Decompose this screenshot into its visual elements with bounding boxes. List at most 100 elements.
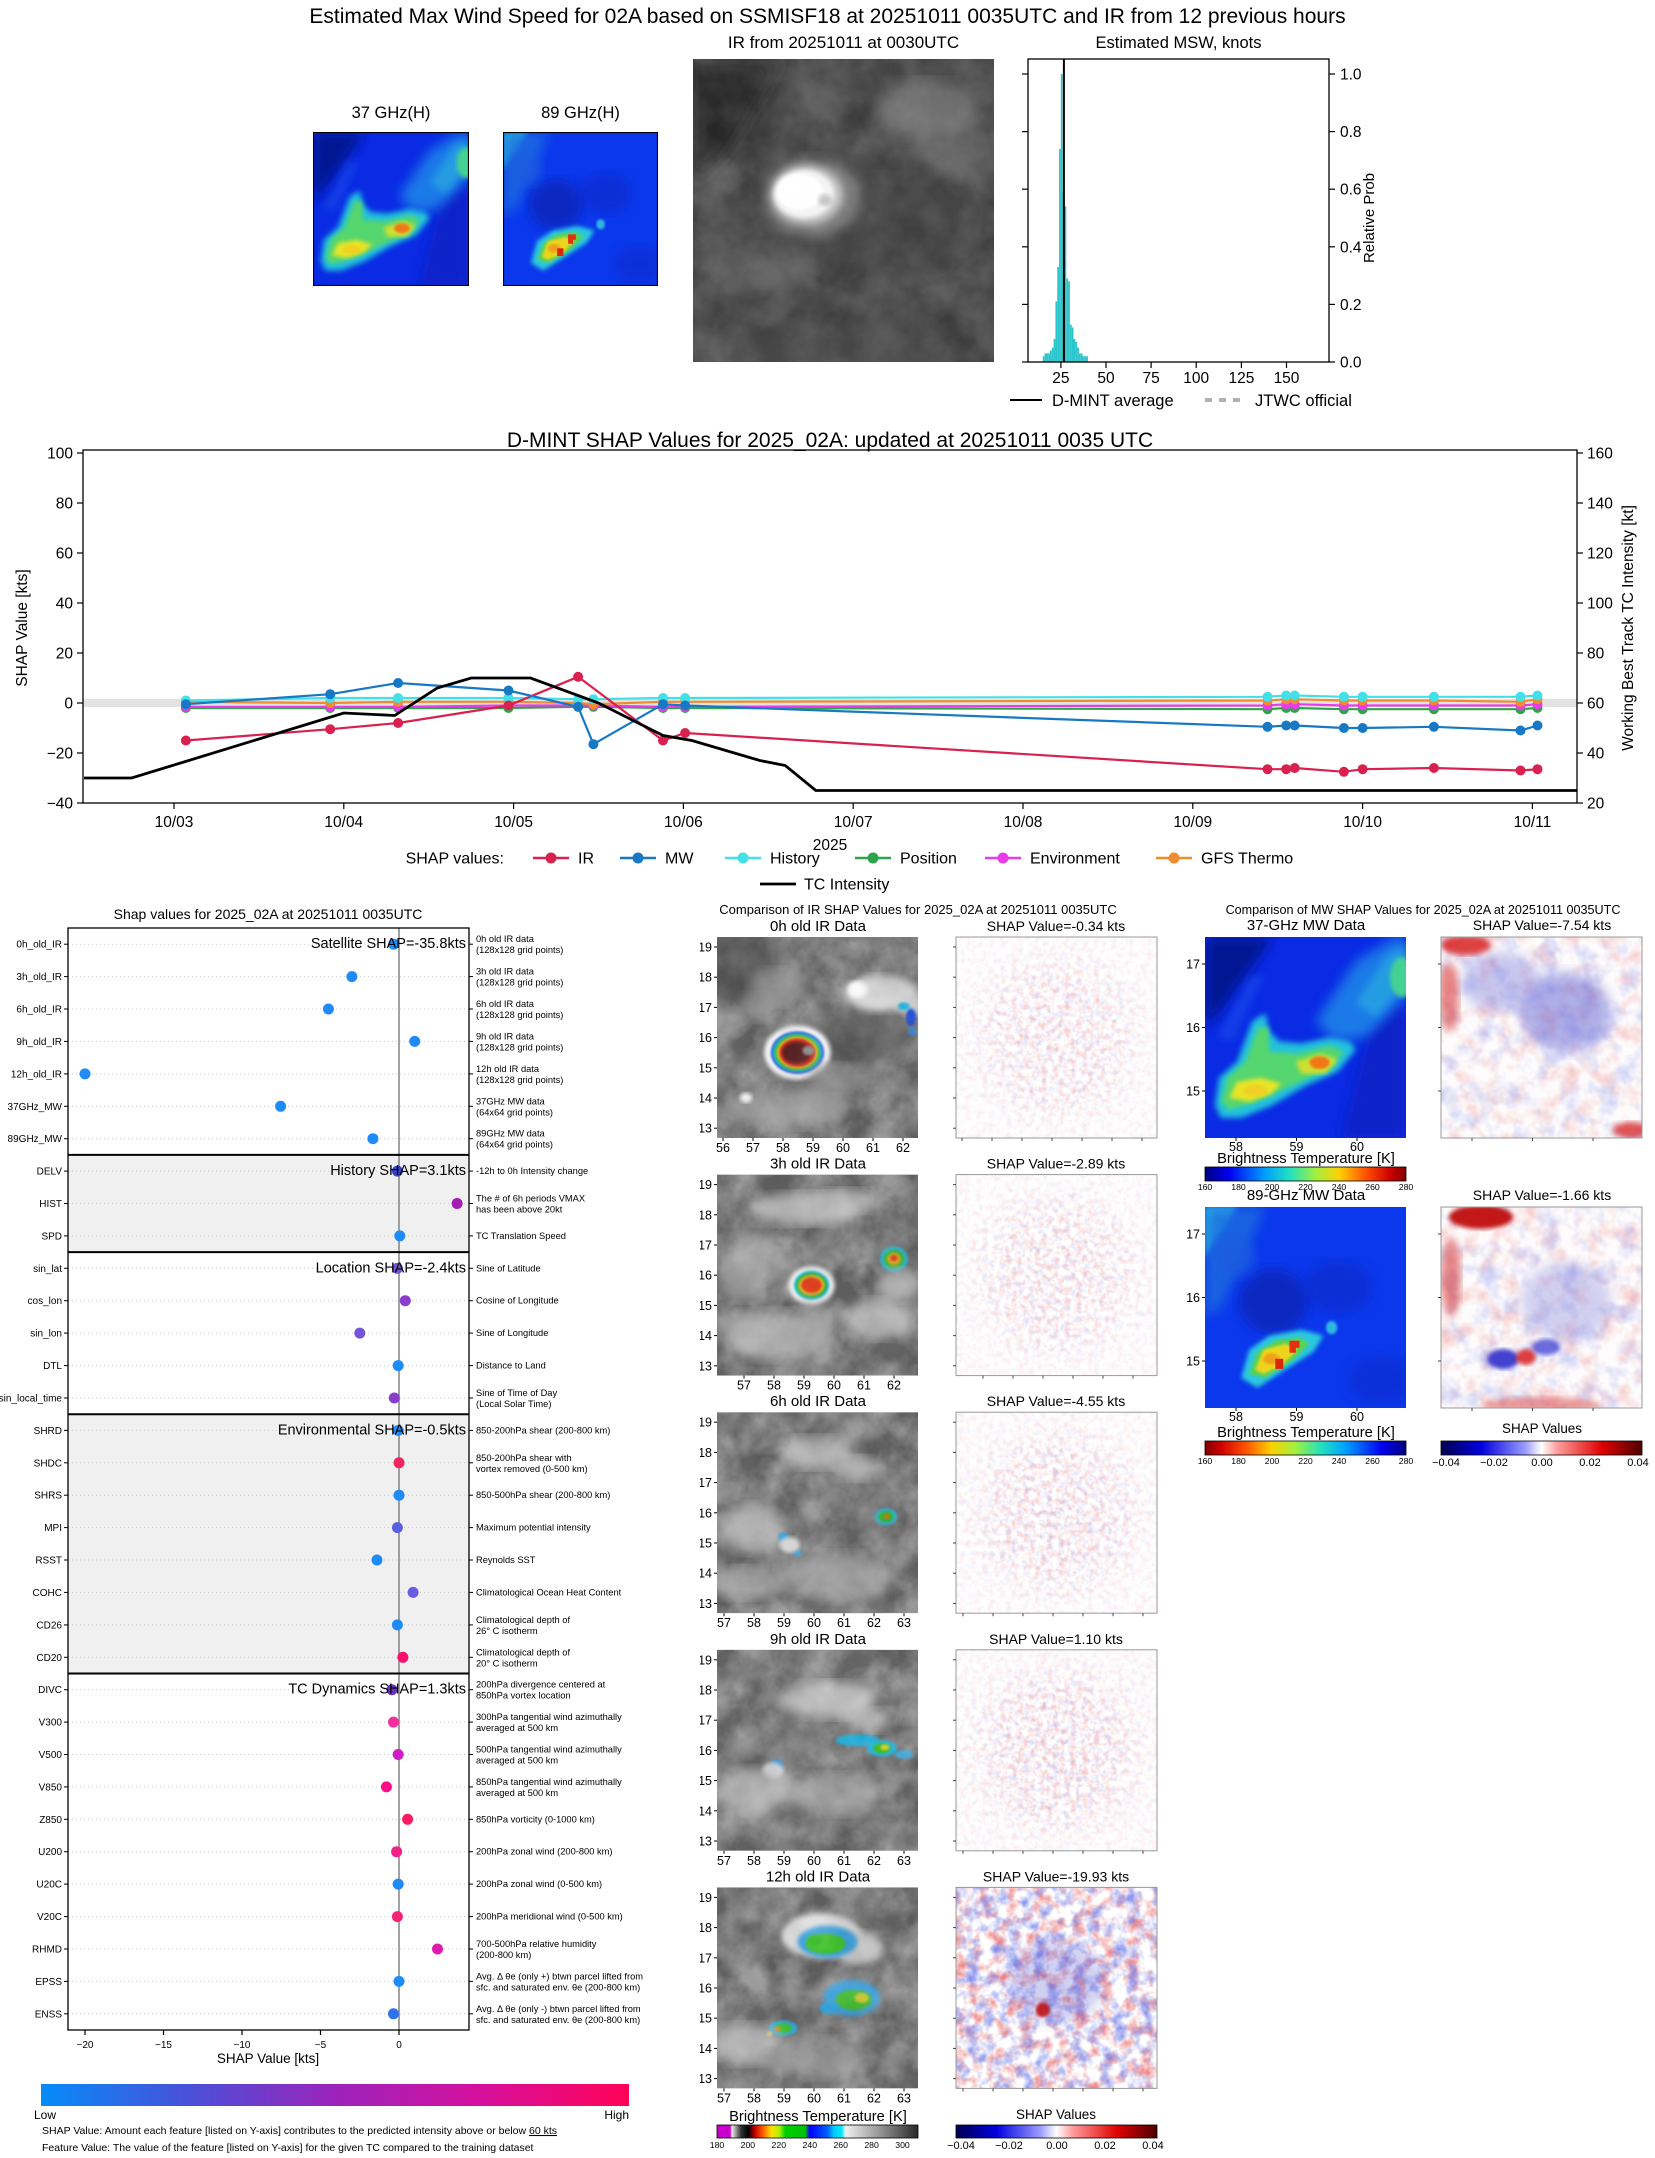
svg-text:62: 62: [867, 2091, 881, 2105]
svg-text:Satellite SHAP=-35.8kts: Satellite SHAP=-35.8kts: [311, 936, 466, 952]
svg-text:SHAP Value=-2.89 kts: SHAP Value=-2.89 kts: [987, 1156, 1125, 1172]
svg-text:58: 58: [1229, 1140, 1243, 1154]
svg-text:62: 62: [887, 1379, 901, 1393]
svg-text:−0.02: −0.02: [995, 2140, 1023, 2152]
svg-text:10/09: 10/09: [1173, 814, 1212, 831]
svg-text:59: 59: [806, 1141, 820, 1155]
svg-text:15: 15: [700, 2012, 712, 2026]
svg-text:17: 17: [1186, 958, 1200, 972]
svg-text:DIVC: DIVC: [38, 1685, 62, 1696]
svg-text:15: 15: [700, 1061, 712, 1075]
svg-text:20: 20: [56, 646, 74, 663]
svg-text:37GHz MW data: 37GHz MW data: [476, 1096, 546, 1106]
svg-text:58: 58: [1229, 1410, 1243, 1424]
svg-text:SHAP Value=-7.54 kts: SHAP Value=-7.54 kts: [1473, 917, 1611, 933]
svg-text:60: 60: [807, 1616, 821, 1630]
svg-text:14: 14: [700, 2042, 712, 2056]
svg-text:−10: −10: [234, 2040, 251, 2051]
svg-text:0.00: 0.00: [1046, 2140, 1067, 2152]
svg-text:89GHz MW data: 89GHz MW data: [476, 1129, 546, 1139]
svg-text:240: 240: [803, 2140, 818, 2150]
svg-text:19: 19: [700, 1416, 712, 1430]
svg-text:0.2: 0.2: [1340, 297, 1362, 314]
svg-text:220: 220: [1298, 1182, 1313, 1192]
svg-text:10/11: 10/11: [1514, 814, 1552, 831]
svg-text:U200: U200: [38, 1847, 62, 1858]
svg-text:260: 260: [1365, 1456, 1380, 1466]
svg-text:240: 240: [1332, 1456, 1347, 1466]
svg-text:200: 200: [1265, 1456, 1280, 1466]
svg-text:200: 200: [741, 2140, 756, 2150]
svg-text:Cosine of Longitude: Cosine of Longitude: [476, 1296, 559, 1306]
svg-text:62: 62: [867, 1616, 881, 1630]
svg-text:57: 57: [737, 1379, 751, 1393]
svg-text:−0.04: −0.04: [947, 2140, 975, 2152]
svg-text:SHAP values:: SHAP values:: [406, 851, 504, 868]
svg-text:Feature Value: The value of th: Feature Value: The value of the feature …: [42, 2142, 534, 2154]
svg-text:20: 20: [1587, 796, 1605, 813]
svg-text:Avg. Δ θe (only -) btwn parcel: Avg. Δ θe (only -) btwn parcel lifted fr…: [476, 2004, 641, 2014]
svg-text:Climatological depth of: Climatological depth of: [476, 1615, 570, 1625]
svg-text:9h_old_IR: 9h_old_IR: [16, 1037, 62, 1048]
svg-text:ENSS: ENSS: [35, 2009, 63, 2020]
svg-text:57: 57: [746, 1141, 760, 1155]
svg-text:500hPa tangential wind azimuth: 500hPa tangential wind azimuthally: [476, 1745, 622, 1755]
svg-text:V20C: V20C: [37, 1912, 62, 1923]
svg-text:HIST: HIST: [39, 1199, 62, 1210]
svg-text:3h_old_IR: 3h_old_IR: [16, 972, 62, 983]
svg-text:(Local Solar Time): (Local Solar Time): [476, 1399, 551, 1409]
svg-text:Brightness Temperature [K]: Brightness Temperature [K]: [1217, 1151, 1395, 1167]
svg-text:17: 17: [700, 1714, 712, 1728]
svg-text:59: 59: [777, 2091, 791, 2105]
svg-text:MPI: MPI: [44, 1523, 62, 1534]
svg-text:0.02: 0.02: [1579, 1457, 1600, 1469]
svg-text:240: 240: [1332, 1182, 1347, 1192]
svg-text:(128x128 grid points): (128x128 grid points): [476, 1042, 563, 1052]
svg-text:26° C isotherm: 26° C isotherm: [476, 1626, 538, 1636]
svg-text:16: 16: [700, 1982, 712, 1996]
svg-text:19: 19: [700, 1891, 712, 1905]
svg-text:16: 16: [1186, 1021, 1200, 1035]
svg-text:59: 59: [1290, 1140, 1304, 1154]
svg-text:SPD: SPD: [41, 1231, 62, 1242]
svg-text:18: 18: [700, 1446, 712, 1460]
svg-text:14: 14: [700, 1092, 712, 1106]
svg-text:DELV: DELV: [37, 1167, 63, 1178]
svg-text:16: 16: [1186, 1291, 1200, 1305]
svg-text:61: 61: [837, 1616, 851, 1630]
svg-text:IR: IR: [578, 851, 594, 868]
svg-text:DTL: DTL: [43, 1361, 62, 1372]
svg-text:−0.04: −0.04: [1432, 1457, 1460, 1469]
svg-text:13: 13: [700, 1597, 712, 1611]
svg-text:(128x128 grid points): (128x128 grid points): [476, 1075, 563, 1085]
svg-text:0.04: 0.04: [1627, 1457, 1648, 1469]
svg-text:6h_old_IR: 6h_old_IR: [16, 1005, 62, 1016]
svg-text:History SHAP=3.1kts: History SHAP=3.1kts: [330, 1163, 466, 1179]
svg-text:280: 280: [864, 2140, 879, 2150]
svg-text:15: 15: [700, 1537, 712, 1551]
svg-text:80: 80: [56, 496, 74, 513]
svg-text:SHDC: SHDC: [34, 1458, 62, 1469]
svg-text:15: 15: [1186, 1355, 1200, 1369]
svg-text:60: 60: [1587, 696, 1605, 713]
svg-text:U20C: U20C: [36, 1880, 62, 1891]
svg-text:17: 17: [1186, 1228, 1200, 1242]
svg-text:JTWC official: JTWC official: [1255, 392, 1352, 410]
svg-text:850hPa vorticity (0-1000 km): 850hPa vorticity (0-1000 km): [476, 1814, 595, 1824]
svg-text:SHAP Value=-4.55 kts: SHAP Value=-4.55 kts: [987, 1393, 1125, 1409]
svg-text:60: 60: [1350, 1140, 1364, 1154]
svg-text:17: 17: [700, 1239, 712, 1253]
svg-text:61: 61: [837, 1854, 851, 1868]
svg-text:Avg. Δ θe (only +) btwn parcel: Avg. Δ θe (only +) btwn parcel lifted fr…: [476, 1971, 643, 1981]
svg-text:(128x128 grid points): (128x128 grid points): [476, 978, 563, 988]
svg-text:V500: V500: [39, 1750, 63, 1761]
svg-text:Shap values for 2025_02A at 20: Shap values for 2025_02A at 20251011 003…: [114, 906, 423, 922]
svg-text:SHAP Value=-1.66 kts: SHAP Value=-1.66 kts: [1473, 1187, 1611, 1203]
svg-text:Comparison of IR SHAP Values f: Comparison of IR SHAP Values for 2025_02…: [719, 905, 1116, 917]
svg-text:Brightness Temperature [K]: Brightness Temperature [K]: [729, 2109, 907, 2125]
svg-text:18: 18: [700, 1208, 712, 1222]
svg-text:61: 61: [866, 1141, 880, 1155]
svg-text:0.8: 0.8: [1340, 124, 1362, 141]
svg-text:120: 120: [1587, 546, 1613, 563]
svg-text:63: 63: [897, 1616, 911, 1630]
